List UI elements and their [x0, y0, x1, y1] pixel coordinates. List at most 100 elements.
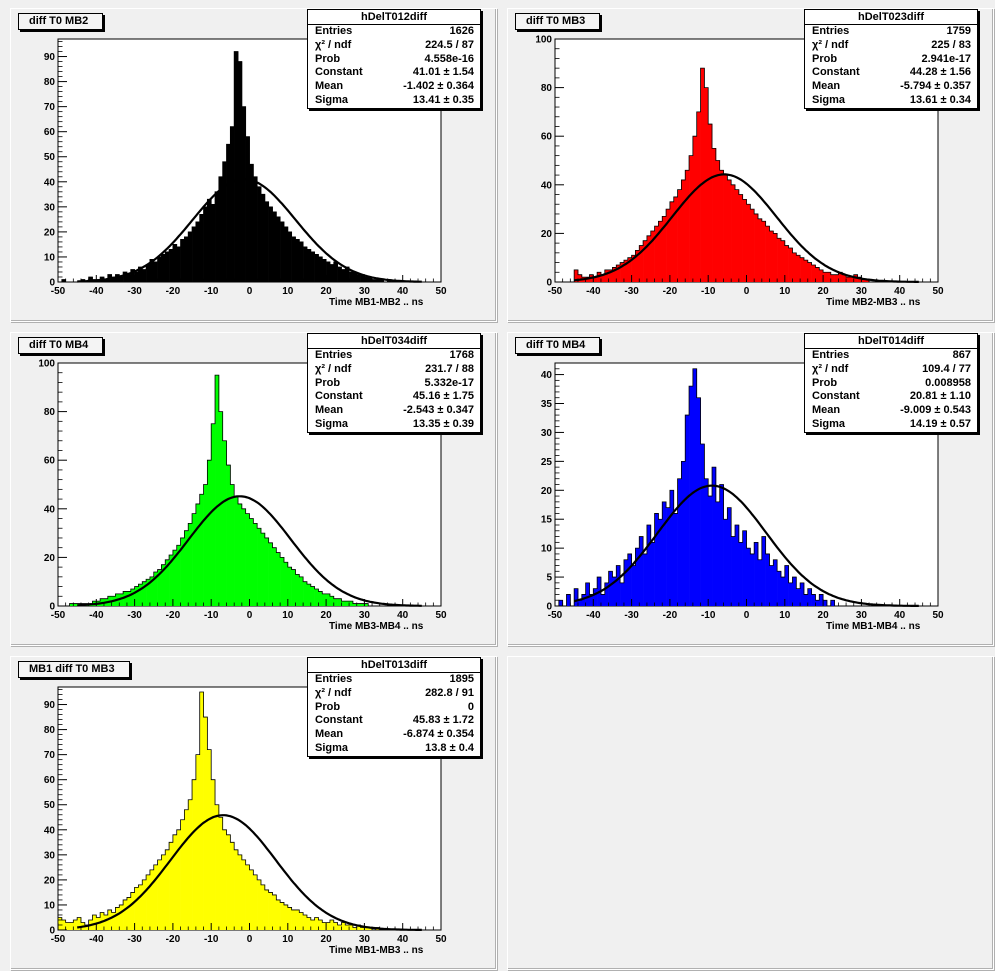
histogram-bin: [276, 216, 281, 282]
histogram-bin: [123, 899, 128, 930]
x-tick-label: -10: [204, 934, 219, 945]
histogram-bin: [803, 594, 809, 606]
x-tick-label: -50: [51, 286, 66, 297]
histogram-bin: [264, 889, 269, 930]
histogram-bin: [149, 259, 155, 282]
histogram-bin: [260, 884, 266, 930]
histogram-bars: [69, 375, 369, 606]
stat-row-sigma: Sigma 13.35 ± 0.39: [315, 417, 474, 430]
histogram-bin: [800, 257, 805, 282]
histogram-bin: [195, 754, 201, 930]
histogram-bin: [272, 211, 277, 282]
y-tick-label: 20: [541, 486, 553, 497]
y-tick-label: 100: [535, 35, 552, 46]
histogram-bin: [264, 201, 269, 282]
stat-row-constant: Constant 41.01 ± 1.54: [315, 66, 474, 79]
histogram-bin: [249, 164, 254, 282]
stats-box: hDelT014diff Entries 867 χ² / ndf 109.4 / …: [804, 333, 978, 433]
histogram-bin: [746, 548, 751, 606]
histogram-bin: [704, 87, 709, 282]
histogram-bin: [153, 261, 158, 282]
histogram-bin: [669, 201, 675, 282]
histogram-bin: [176, 829, 181, 930]
x-tick-label: 20: [321, 934, 333, 945]
x-tick-label: 50: [932, 286, 944, 297]
hist-name: hDelT034diff: [308, 334, 480, 349]
histogram-bin: [708, 124, 713, 282]
histogram-bin: [192, 513, 197, 606]
histogram-bin: [861, 279, 866, 282]
histogram-bin: [819, 269, 824, 282]
histogram-bin: [280, 902, 285, 930]
x-tick-label: 50: [435, 286, 447, 297]
histogram-bin: [249, 869, 254, 930]
histogram-bin: [103, 279, 109, 282]
histogram-bin: [180, 819, 185, 930]
histogram-bin: [742, 199, 747, 282]
histogram-bin: [604, 269, 609, 282]
y-tick-label: 60: [44, 127, 56, 138]
histogram-bin: [639, 245, 644, 282]
histogram-bin: [631, 255, 636, 282]
y-tick-label: 30: [44, 850, 56, 861]
histogram-bin: [696, 397, 701, 606]
histogram-bin: [268, 206, 273, 282]
histogram-bin: [356, 274, 361, 282]
y-tick-label: 70: [44, 102, 56, 113]
histogram-bin: [796, 255, 801, 282]
histogram-bin: [715, 501, 720, 606]
histogram-bin: [712, 148, 717, 282]
y-tick-label: 0: [546, 602, 552, 613]
histogram-bin: [199, 214, 204, 282]
stat-row-entries: Entries 1895: [315, 673, 474, 685]
histogram-bin: [126, 274, 132, 282]
histogram-bin: [73, 919, 78, 930]
histogram-bin: [364, 927, 369, 930]
histogram-bin: [352, 603, 358, 606]
x-tick-label: 30: [856, 286, 868, 297]
histogram-bin: [345, 266, 350, 282]
histogram-bin: [272, 547, 277, 606]
histogram-bin: [608, 269, 613, 282]
stat-row-mean: Mean -1.402 ± 0.364: [315, 80, 474, 93]
histogram-bin: [130, 892, 135, 930]
histogram-bin: [115, 907, 120, 930]
histogram-bin: [600, 274, 606, 282]
histogram-bin: [719, 170, 724, 282]
histogram-bin: [731, 184, 736, 282]
histogram-bin: [119, 904, 124, 930]
stat-row-prob: Prob 0: [315, 700, 474, 713]
histogram-bin: [807, 262, 812, 282]
histogram-bin: [161, 854, 166, 930]
histogram-bin: [333, 598, 338, 606]
histogram-bin: [819, 594, 824, 606]
histogram-bin: [777, 571, 782, 606]
histogram-bin: [149, 576, 155, 606]
histogram-bin: [149, 869, 155, 930]
histogram-bin: [157, 569, 162, 606]
histogram-bin: [107, 909, 112, 930]
x-tick-label: 30: [359, 610, 371, 621]
histogram-bin: [222, 161, 227, 282]
histogram-bin: [326, 261, 331, 282]
stat-row-prob: Prob 0.008958: [812, 376, 971, 389]
histogram-bin: [176, 545, 181, 606]
histogram-bin: [241, 859, 246, 930]
histogram-bin: [746, 204, 751, 282]
y-tick-label: 50: [44, 800, 56, 811]
histogram-bin: [295, 574, 300, 606]
x-tick-label: 0: [744, 286, 750, 297]
histogram-bin: [337, 266, 342, 282]
y-tick-label: 30: [44, 202, 56, 213]
histogram-bin: [230, 484, 235, 606]
histogram-bin: [329, 919, 335, 930]
histogram-bin: [61, 279, 66, 282]
histogram-bin: [341, 922, 346, 930]
histogram-bin: [662, 501, 667, 606]
histogram-bin: [157, 859, 162, 930]
stat-row-mean: Mean -6.874 ± 0.354: [315, 728, 474, 741]
histogram-bin: [784, 245, 789, 282]
y-tick-label: 0: [49, 602, 55, 613]
histogram-bin: [800, 582, 805, 606]
x-tick-label: -50: [51, 934, 66, 945]
